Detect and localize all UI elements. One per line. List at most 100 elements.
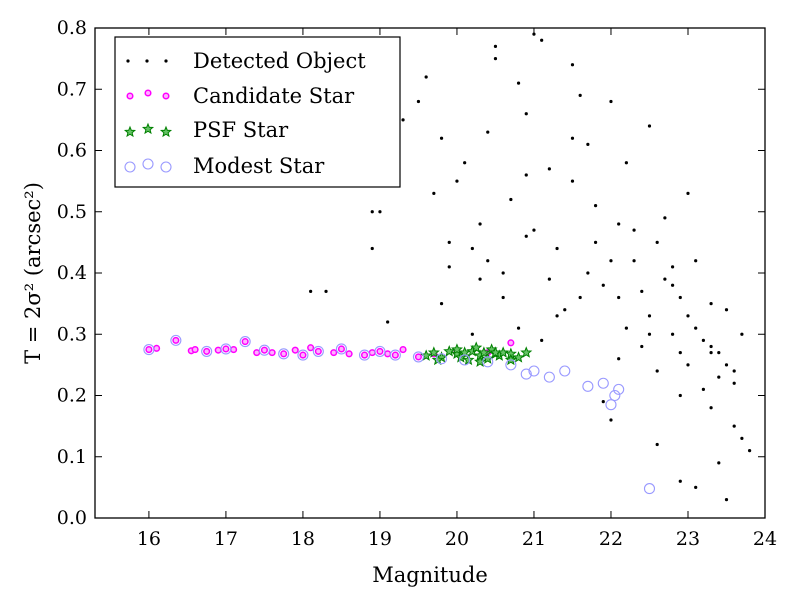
detected-object-point xyxy=(601,400,605,404)
detected-object-point xyxy=(709,406,713,410)
detected-object-point xyxy=(724,363,729,367)
detected-object-point xyxy=(540,338,544,342)
detected-object-point xyxy=(370,246,374,251)
detected-object-point xyxy=(439,302,444,306)
detected-object-point xyxy=(655,442,659,447)
detected-object-point xyxy=(694,326,698,330)
x-axis-label: Magnitude xyxy=(372,563,488,587)
detected-object-point xyxy=(694,485,698,489)
detected-object-point xyxy=(424,75,428,79)
modest-star-point xyxy=(582,380,594,392)
y-tick-label: 0.6 xyxy=(57,140,87,162)
modest-star-point xyxy=(335,343,347,355)
modest-star-point xyxy=(520,368,532,380)
detected-object-point xyxy=(709,344,713,349)
detected-object-point xyxy=(586,142,590,146)
detected-object-point xyxy=(709,351,713,355)
detected-object-point xyxy=(740,332,744,336)
modest-star-point xyxy=(374,345,386,357)
psf-star-point xyxy=(443,345,456,357)
x-tick-label: 16 xyxy=(137,528,161,550)
detected-object-point xyxy=(617,357,621,361)
detected-object-point xyxy=(586,271,590,275)
detected-object-point xyxy=(593,204,598,208)
detected-object-point xyxy=(501,271,505,275)
detected-object-point xyxy=(686,363,690,367)
y-tick-label: 0.2 xyxy=(57,385,87,407)
legend-psf-star-glyph xyxy=(159,125,173,138)
candidate-star-point xyxy=(203,347,211,355)
detected-object-point xyxy=(717,375,721,379)
detected-object-point xyxy=(701,387,705,391)
detected-object-point xyxy=(601,283,605,287)
detected-object-point xyxy=(670,265,675,269)
detected-object-point xyxy=(555,246,559,251)
candidate-star-point xyxy=(314,347,322,355)
detected-object-point xyxy=(563,308,567,312)
detected-object-point xyxy=(640,289,644,293)
legend-label-psf-star: PSF Star xyxy=(193,118,289,142)
detected-object-point xyxy=(709,302,713,306)
detected-object-point xyxy=(624,161,628,165)
detected-object-point xyxy=(740,436,744,440)
detected-object-point xyxy=(493,57,498,61)
candidate-star-point xyxy=(391,351,399,359)
data-marks xyxy=(143,32,752,502)
modest-star-point xyxy=(528,365,540,377)
detected-object-point xyxy=(516,81,521,85)
detected-object-point xyxy=(493,44,498,48)
detected-object-point xyxy=(486,259,490,263)
detected-object-point xyxy=(432,191,436,195)
detected-object-point xyxy=(694,259,698,263)
detected-object-point xyxy=(686,191,690,195)
detected-object-point xyxy=(617,222,621,226)
series-modest-star xyxy=(143,334,656,495)
legend-label-detected-object: Detected Object xyxy=(193,49,366,73)
candidate-star-point xyxy=(291,346,299,354)
candidate-star-point xyxy=(507,339,515,347)
detected-object-point xyxy=(447,240,451,244)
x-tick-label: 19 xyxy=(368,528,392,550)
psf-star-point xyxy=(474,355,487,367)
psf-star-point xyxy=(462,353,475,366)
y-tick-label: 0.4 xyxy=(57,262,87,284)
candidate-star-point xyxy=(330,349,338,357)
detected-object-point xyxy=(470,246,474,251)
series-detected-object xyxy=(285,32,752,502)
modest-star-point xyxy=(559,365,571,377)
modest-star-point xyxy=(609,389,621,402)
modest-star-point xyxy=(543,371,555,383)
psf-star-point xyxy=(520,346,533,358)
y-tick-label: 0.7 xyxy=(57,78,87,100)
detected-object-point xyxy=(501,295,505,300)
detected-object-point xyxy=(540,38,544,42)
detected-object-point xyxy=(447,265,451,269)
legend-psf-star-glyph xyxy=(123,125,137,138)
detected-object-point xyxy=(524,234,528,238)
detected-object-point xyxy=(678,393,682,398)
modest-star-point xyxy=(201,345,213,357)
detected-object-point xyxy=(732,381,736,385)
psf-star-point xyxy=(512,351,525,363)
legend-box xyxy=(114,36,401,188)
modest-star-point xyxy=(239,336,251,348)
y-tick-label: 0.0 xyxy=(57,507,87,529)
legend-marker-modest-star xyxy=(124,158,172,173)
detected-object-point xyxy=(401,118,405,122)
detected-object-point xyxy=(570,136,575,140)
candidate-star-point xyxy=(214,346,222,354)
candidate-star-point xyxy=(268,349,276,357)
psf-star-point xyxy=(427,346,440,358)
modest-star-point xyxy=(143,344,155,356)
detected-object-point xyxy=(647,332,652,336)
detected-object-point xyxy=(670,283,675,287)
y-axis-label: T = 2σ² (arcsec²) xyxy=(21,182,45,364)
detected-object-point xyxy=(617,295,621,300)
axis-ticks: 16 17 18 19 20 21 22 23 24 0.0 0.1 0.2 0.3 0.4 0.5 0.6 0… xyxy=(57,17,777,550)
detected-object-point xyxy=(378,210,382,214)
modest-star-point xyxy=(436,353,448,365)
candidate-star-point xyxy=(307,344,315,352)
detected-object-point xyxy=(509,197,513,202)
legend: Detected Object Candidate Star PSF Star … xyxy=(114,36,401,188)
